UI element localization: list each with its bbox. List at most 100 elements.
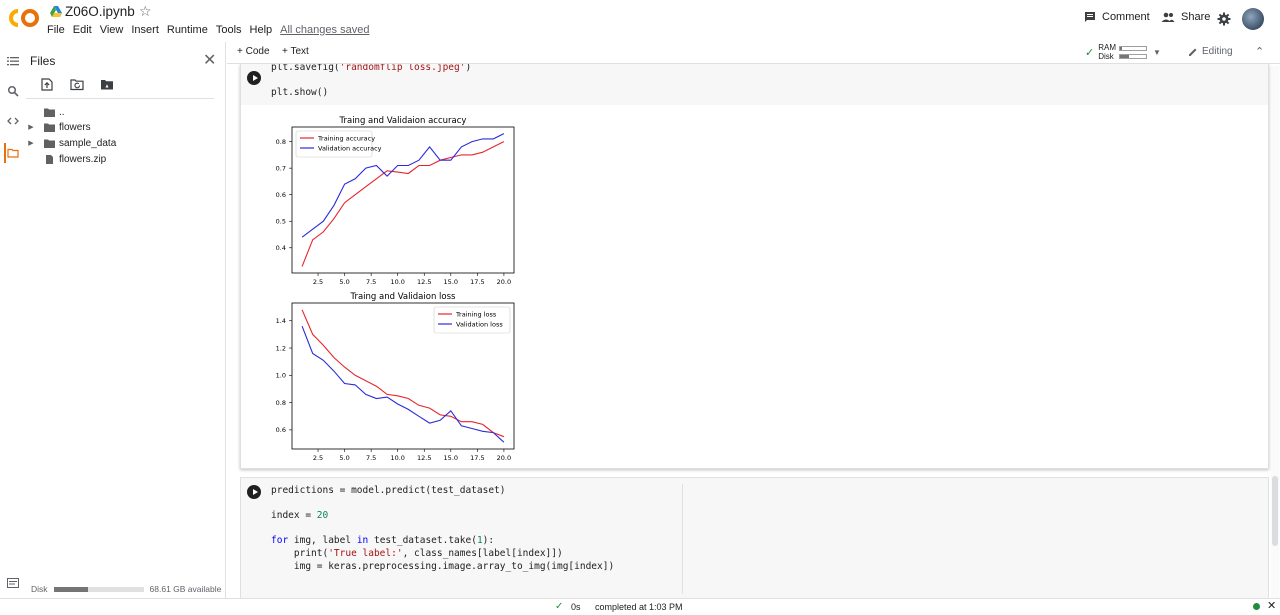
code-keyword: in <box>356 535 369 546</box>
x-tick-label: 5.0 <box>339 278 349 286</box>
connection-status-icon <box>1253 603 1260 610</box>
code-text: test_dataset.take( <box>368 535 477 546</box>
disk-label: Disk <box>1098 52 1114 61</box>
cell-code-editor[interactable]: plt.savefig('randomflip loss.jpeg') plt.… <box>241 64 1268 105</box>
editor-ruler <box>682 484 683 594</box>
tree-item-label: .. <box>59 106 65 118</box>
x-tick-label: 17.5 <box>470 278 484 286</box>
code-snippets-icon[interactable] <box>7 115 19 127</box>
menu-file[interactable]: File <box>47 24 65 36</box>
legend-box <box>433 306 511 334</box>
menu-view[interactable]: View <box>99 24 124 36</box>
menu-insert[interactable]: Insert <box>131 24 159 36</box>
table-of-contents-icon[interactable] <box>7 55 19 67</box>
disk-bar <box>1119 53 1147 59</box>
code-line: for img, label in test_dataset.take(1): <box>271 535 494 546</box>
close-icon[interactable]: ✕ <box>1267 600 1277 612</box>
series-line <box>301 141 505 267</box>
notebook-title[interactable]: Z06O.ipynb <box>50 4 135 19</box>
loss-chart: Traing and Validaion loss 2.5 5.0 7.5 10.0 12… <box>276 292 515 462</box>
play-icon <box>252 489 258 495</box>
series-line <box>301 133 505 238</box>
header: Z06O.ipynb ☆ File Edit View Insert Runti… <box>0 0 1280 42</box>
notebook-area: plt.savefig('randomflip loss.jpeg') plt.… <box>227 64 1280 598</box>
check-icon: ✓ <box>555 601 564 612</box>
ram-fill <box>1120 46 1122 50</box>
y-tick-label: 0.6 <box>276 426 286 434</box>
run-cell-button[interactable] <box>247 485 261 499</box>
pencil-icon <box>1189 48 1197 56</box>
series-line <box>301 309 505 438</box>
menu-help[interactable]: Help <box>249 24 273 36</box>
scrollbar-thumb[interactable] <box>1272 476 1278 546</box>
tree-item-flowers-zip[interactable]: flowers.zip <box>26 152 106 166</box>
menu-tools[interactable]: Tools <box>215 24 242 36</box>
legend-label: Training accuracy <box>317 134 375 142</box>
left-rail <box>0 42 26 615</box>
check-icon: ✓ <box>1085 46 1095 59</box>
play-icon <box>252 75 258 81</box>
code-cell[interactable]: predictions = model.predict(test_dataset… <box>240 477 1269 598</box>
code-text: index = <box>271 510 317 521</box>
folder-icon[interactable] <box>7 147 19 159</box>
x-tick-label: 2.5 <box>313 454 323 462</box>
avatar[interactable] <box>1242 8 1264 30</box>
chevron-down-icon[interactable]: ▼ <box>1153 47 1161 57</box>
terminal-icon[interactable] <box>7 577 19 589</box>
code-string: 'True label:' <box>328 548 403 559</box>
save-status-link[interactable]: All changes saved <box>280 24 370 36</box>
series-line <box>301 326 505 443</box>
menu-edit[interactable]: Edit <box>72 24 92 36</box>
scrollbar[interactable] <box>1271 66 1279 598</box>
tree-item-flowers[interactable]: ▶ flowers <box>26 120 90 134</box>
mount-drive-icon[interactable] <box>100 78 114 91</box>
accuracy-chart: Traing and Validaion accuracy 2.5 5.0 7.5 10… <box>276 116 515 286</box>
resources-indicator[interactable]: ✓ RAM Disk ▼ <box>1085 43 1161 61</box>
x-tick-label: 20.0 <box>497 454 511 462</box>
editing-mode-button[interactable]: Editing <box>1188 46 1233 57</box>
chevron-right-icon[interactable]: ▶ <box>28 124 34 131</box>
chart-title: Traing and Validaion loss <box>350 292 457 302</box>
comment-button[interactable]: Comment <box>1084 11 1150 23</box>
x-tick-label: 7.5 <box>366 454 376 462</box>
code-number: 20 <box>316 510 329 521</box>
y-tick-label: 1.0 <box>276 372 286 380</box>
x-tick-label: 10.0 <box>390 454 404 462</box>
add-text-button[interactable]: + Text <box>282 46 309 57</box>
code-line: plt.show() <box>271 87 329 98</box>
active-indicator <box>4 143 6 163</box>
close-icon[interactable]: ✕ <box>203 52 217 69</box>
y-tick-label: 0.6 <box>276 191 286 199</box>
legend-label: Validation loss <box>456 320 503 328</box>
code-cell[interactable]: plt.savefig('randomflip loss.jpeg') plt.… <box>240 64 1269 469</box>
run-cell-button[interactable] <box>247 71 261 85</box>
folder-icon <box>44 139 55 148</box>
tree-item-sample-data[interactable]: ▶ sample_data <box>26 136 116 150</box>
menu-runtime[interactable]: Runtime <box>166 24 208 36</box>
tree-item-label: flowers.zip <box>59 153 107 165</box>
chevron-right-icon[interactable]: ▶ <box>28 140 34 147</box>
upload-file-icon[interactable] <box>40 78 54 91</box>
x-tick-label: 15.0 <box>444 278 458 286</box>
code-keyword: for <box>271 535 289 546</box>
y-tick-label: 0.5 <box>276 218 286 226</box>
file-icon <box>46 154 53 164</box>
share-button[interactable]: Share <box>1161 11 1210 23</box>
files-toolbar <box>40 78 114 91</box>
tree-item-parent[interactable]: .. <box>26 105 65 119</box>
code-number: 1 <box>476 535 483 546</box>
chevron-up-icon[interactable]: ⌃ <box>1255 46 1265 58</box>
notebook-toolbar: + Code + Text ✓ RAM Disk ▼ Editing ⌃ <box>227 42 1280 64</box>
search-icon[interactable] <box>7 85 19 97</box>
notebook-name[interactable]: Z06O.ipynb <box>65 4 135 19</box>
star-icon[interactable]: ☆ <box>139 3 152 19</box>
comment-label: Comment <box>1102 11 1150 23</box>
add-code-button[interactable]: + Code <box>237 46 270 57</box>
ram-bar <box>1119 45 1147 51</box>
gear-icon[interactable] <box>1217 12 1231 26</box>
disk-label: Disk <box>31 584 48 594</box>
colab-logo-icon[interactable] <box>9 7 39 29</box>
status-bar: ✓ 0s completed at 1:03 PM ✕ <box>0 598 1280 615</box>
y-tick-label: 0.7 <box>276 164 286 172</box>
refresh-folder-icon[interactable] <box>70 78 84 91</box>
